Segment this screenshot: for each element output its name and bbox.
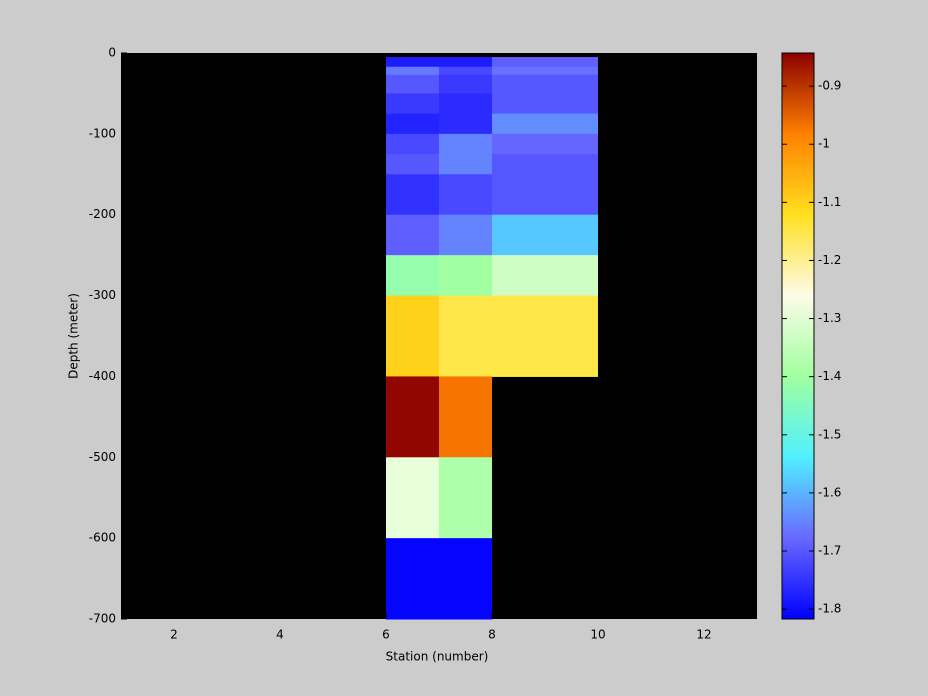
heatmap-cell [386, 154, 439, 175]
heatmap-cell [386, 457, 439, 539]
x-tick-label: 4 [276, 628, 284, 642]
heatmap-cell [492, 93, 598, 115]
x-axis-label: Station (number) [386, 650, 489, 664]
colorbar-tick-label: -1.3 [818, 311, 841, 325]
heatmap-cell [439, 133, 492, 155]
colorbar-tick-label: -1.1 [818, 195, 841, 209]
heatmap-cell [439, 154, 492, 175]
heatmap-cell [386, 295, 439, 377]
heatmap-cell [386, 113, 439, 135]
colorbar [781, 52, 815, 620]
colorbar-tick-label: -1.8 [818, 602, 841, 616]
heatmap-cell [439, 93, 492, 115]
y-tick-label: -700 [89, 612, 116, 626]
y-tick-label: -100 [89, 126, 116, 140]
y-tick-label: -200 [89, 207, 116, 221]
heatmap-cell [439, 66, 492, 76]
y-tick-label: -400 [89, 369, 116, 383]
x-tick-label: 10 [590, 628, 605, 642]
heatmap-cell [386, 174, 439, 216]
heatmap-cell [386, 57, 439, 68]
heatmap-cell [492, 113, 598, 135]
colorbar-tick-label: -1 [818, 137, 830, 151]
colorbar-tick-label: -1.5 [818, 427, 841, 441]
heatmap-cell [492, 214, 598, 256]
y-tick-label: -600 [89, 531, 116, 545]
heatmap-cell [386, 538, 439, 620]
x-tick-label: 12 [696, 628, 711, 642]
heatmap-cell [386, 74, 439, 94]
y-tick-label: -300 [89, 288, 116, 302]
heatmap-cell [386, 214, 439, 256]
heatmap-cell [439, 295, 492, 377]
heatmap-cell [386, 376, 439, 458]
heatmap-cell [492, 255, 598, 297]
heatmap-cell [492, 295, 598, 377]
heatmap-cell [439, 74, 492, 94]
heatmap-cell [492, 66, 598, 76]
heatmap-cell [439, 174, 492, 216]
heatmap-cell [492, 174, 598, 216]
x-tick-label: 6 [382, 628, 390, 642]
y-tick-label: 0 [108, 46, 116, 60]
x-tick-label: 2 [170, 628, 178, 642]
heatmap-cell [439, 376, 492, 458]
colorbar-tick-label: -1.7 [818, 544, 841, 558]
colorbar-tick-label: -1.4 [818, 369, 841, 383]
heatmap-cell [492, 74, 598, 94]
heatmap-cell [492, 57, 598, 68]
heatmap-cell [439, 538, 492, 620]
heatmap-cell [439, 457, 492, 539]
heatmap-cell [386, 93, 439, 115]
heatmap-cell [439, 57, 492, 68]
heatmap-cell [386, 133, 439, 155]
heatmap-cell [386, 255, 439, 297]
heatmap-cell [439, 255, 492, 297]
heatmap-cell [439, 113, 492, 135]
y-tick-label: -500 [89, 450, 116, 464]
colorbar-tick-label: -1.2 [818, 253, 841, 267]
colorbar-tick-label: -0.9 [818, 79, 841, 93]
x-tick-label: 8 [488, 628, 496, 642]
colorbar-tick-label: -1.6 [818, 485, 841, 499]
y-axis-label: Depth (meter) [67, 293, 81, 379]
heatmap-cell [492, 154, 598, 175]
heatmap-cell [386, 66, 439, 76]
heatmap-cell [492, 133, 598, 155]
heatmap-cell [439, 214, 492, 256]
